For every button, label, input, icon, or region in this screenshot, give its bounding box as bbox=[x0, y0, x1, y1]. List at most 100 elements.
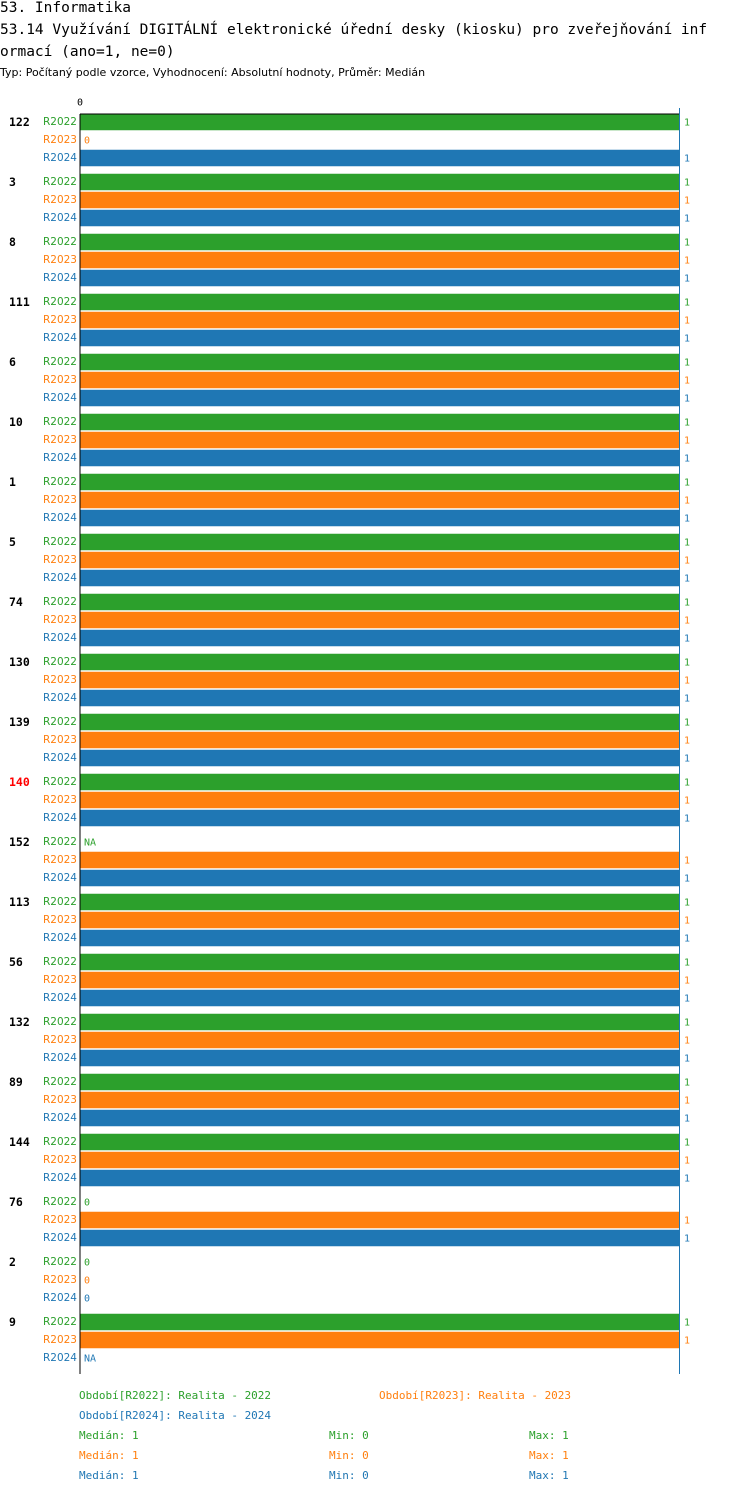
bar bbox=[80, 791, 680, 809]
bar bbox=[80, 1073, 680, 1091]
series-label: R2023 bbox=[43, 1334, 77, 1346]
series-label: R2024 bbox=[43, 872, 77, 884]
series-label: R2023 bbox=[43, 134, 77, 146]
bar-value-label: 1 bbox=[684, 736, 690, 747]
series-label: R2023 bbox=[43, 794, 77, 806]
series-label: R2024 bbox=[43, 1352, 77, 1364]
group-label: 111 bbox=[9, 295, 30, 309]
series-label: R2022 bbox=[43, 1016, 77, 1028]
group-label: 3 bbox=[9, 175, 16, 189]
series-label: R2023 bbox=[43, 854, 77, 866]
series-label: R2023 bbox=[43, 554, 77, 566]
series-label: R2023 bbox=[43, 734, 77, 746]
bar-value-label: 1 bbox=[684, 1114, 690, 1125]
bar-value-label: 1 bbox=[684, 454, 690, 465]
legend-period-r2024: Období[R2024]: Realita - 2024 bbox=[79, 1409, 272, 1422]
bar bbox=[80, 173, 680, 191]
group-label: 5 bbox=[9, 535, 16, 549]
series-label: R2024 bbox=[43, 152, 77, 164]
bar bbox=[80, 671, 680, 689]
bar-value-label: 1 bbox=[684, 934, 690, 945]
series-label: R2023 bbox=[43, 494, 77, 506]
bar-value-label: 1 bbox=[684, 1318, 690, 1329]
bar bbox=[80, 1169, 680, 1187]
bar-value-label: 1 bbox=[684, 496, 690, 507]
bar bbox=[80, 1211, 680, 1229]
legend-max-r2023: Max: 1 bbox=[529, 1449, 569, 1462]
bar-value-label: 1 bbox=[684, 874, 690, 885]
series-label: R2024 bbox=[43, 572, 77, 584]
series-label: R2022 bbox=[43, 716, 77, 728]
series-label: R2022 bbox=[43, 596, 77, 608]
bar-value-label: 1 bbox=[684, 1096, 690, 1107]
group-label: 144 bbox=[9, 1135, 30, 1149]
bar bbox=[80, 533, 680, 551]
bar bbox=[80, 953, 680, 971]
bar bbox=[80, 389, 680, 407]
group-label: 130 bbox=[9, 655, 30, 669]
group-label: 1 bbox=[9, 475, 16, 489]
bar bbox=[80, 929, 680, 947]
bar bbox=[80, 209, 680, 227]
bar bbox=[80, 371, 680, 389]
bar-value-label: 1 bbox=[684, 514, 690, 525]
bar-value-label: 1 bbox=[684, 958, 690, 969]
bar-value-label: NA bbox=[84, 1354, 96, 1365]
bar-value-label: 1 bbox=[684, 778, 690, 789]
bar-value-label: 0 bbox=[84, 1294, 90, 1305]
series-label: R2024 bbox=[43, 752, 77, 764]
bar bbox=[80, 269, 680, 287]
group-label: 10 bbox=[9, 415, 23, 429]
bar-value-label: 1 bbox=[684, 358, 690, 369]
bar-value-label: 1 bbox=[684, 196, 690, 207]
series-label: R2022 bbox=[43, 176, 77, 188]
series-label: R2022 bbox=[43, 236, 77, 248]
bar bbox=[80, 1229, 680, 1247]
series-label: R2022 bbox=[43, 956, 77, 968]
group-label: 140 bbox=[9, 775, 30, 789]
bar-value-label: 0 bbox=[84, 1276, 90, 1287]
bar-value-label: 1 bbox=[684, 556, 690, 567]
bar bbox=[80, 749, 680, 767]
bar-value-label: 1 bbox=[684, 1138, 690, 1149]
bar-value-label: 1 bbox=[684, 1216, 690, 1227]
group-label: 9 bbox=[9, 1315, 16, 1329]
group-label: 89 bbox=[9, 1075, 23, 1089]
legend-median-r2024: Medián: 1 bbox=[79, 1469, 139, 1482]
group-label: 122 bbox=[9, 115, 30, 129]
series-label: R2022 bbox=[43, 1316, 77, 1328]
bar bbox=[80, 113, 680, 131]
bar-value-label: 1 bbox=[684, 658, 690, 669]
bar-value-label: 1 bbox=[684, 256, 690, 267]
bar-value-label: 1 bbox=[684, 856, 690, 867]
bar-value-label: 1 bbox=[684, 676, 690, 687]
bar bbox=[80, 689, 680, 707]
bar bbox=[80, 569, 680, 587]
bar-value-label: 1 bbox=[684, 598, 690, 609]
series-label: R2024 bbox=[43, 632, 77, 644]
legend-median-r2023: Medián: 1 bbox=[79, 1449, 139, 1462]
bar bbox=[80, 191, 680, 209]
bar bbox=[80, 473, 680, 491]
series-label: R2024 bbox=[43, 452, 77, 464]
series-label: R2023 bbox=[43, 314, 77, 326]
series-label: R2022 bbox=[43, 356, 77, 368]
bar bbox=[80, 731, 680, 749]
bar-value-label: 1 bbox=[684, 1234, 690, 1245]
bar-value-label: 1 bbox=[684, 436, 690, 447]
series-label: R2023 bbox=[43, 1214, 77, 1226]
series-label: R2024 bbox=[43, 1292, 77, 1304]
series-label: R2024 bbox=[43, 392, 77, 404]
bar-value-label: 1 bbox=[684, 976, 690, 987]
bar-value-label: 1 bbox=[684, 694, 690, 705]
series-label: R2022 bbox=[43, 296, 77, 308]
group-label: 8 bbox=[9, 235, 16, 249]
bar bbox=[80, 491, 680, 509]
bar bbox=[80, 311, 680, 329]
bar-value-label: 1 bbox=[684, 154, 690, 165]
series-label: R2022 bbox=[43, 776, 77, 788]
series-label: R2023 bbox=[43, 974, 77, 986]
bar-value-label: 1 bbox=[684, 898, 690, 909]
bar bbox=[80, 893, 680, 911]
series-label: R2022 bbox=[43, 116, 77, 128]
